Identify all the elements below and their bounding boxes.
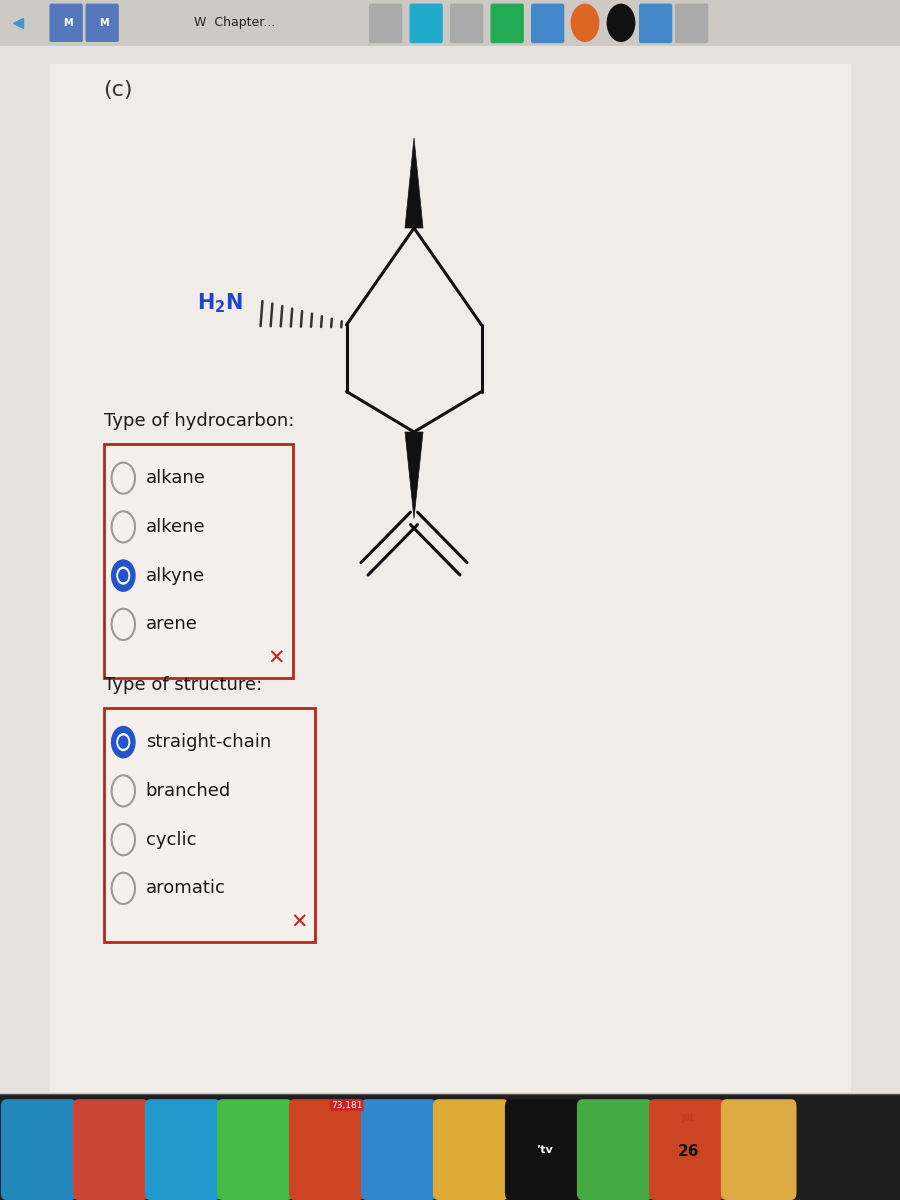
FancyBboxPatch shape [649,1099,724,1200]
Text: cyclic: cyclic [146,830,196,848]
FancyBboxPatch shape [50,4,83,42]
FancyBboxPatch shape [361,1099,436,1200]
Circle shape [119,570,128,582]
Text: ’tv: ’tv [536,1145,553,1154]
Text: straight-chain: straight-chain [146,733,271,751]
FancyBboxPatch shape [86,4,119,42]
FancyBboxPatch shape [369,4,402,43]
Text: 73,181: 73,181 [331,1100,362,1110]
Text: (c): (c) [104,80,133,100]
FancyBboxPatch shape [639,4,672,43]
FancyBboxPatch shape [491,4,524,43]
FancyBboxPatch shape [0,1094,900,1200]
Polygon shape [405,138,423,228]
FancyBboxPatch shape [289,1099,365,1200]
Text: M: M [99,18,108,28]
FancyBboxPatch shape [450,4,483,43]
FancyBboxPatch shape [0,46,900,1098]
Text: 26: 26 [678,1145,699,1159]
FancyBboxPatch shape [1,1099,77,1200]
Text: aromatic: aromatic [146,880,226,898]
Text: alkene: alkene [146,518,205,536]
FancyBboxPatch shape [433,1099,508,1200]
FancyBboxPatch shape [577,1099,652,1200]
Circle shape [112,726,135,757]
FancyBboxPatch shape [104,708,315,942]
Text: JUL: JUL [681,1114,696,1123]
Text: $\mathbf{H_2N}$: $\mathbf{H_2N}$ [197,292,243,316]
Text: Type of hydrocarbon:: Type of hydrocarbon: [104,412,294,430]
FancyBboxPatch shape [410,4,443,43]
Circle shape [571,4,599,42]
Text: ✕: ✕ [267,649,285,668]
FancyBboxPatch shape [50,64,850,1092]
FancyBboxPatch shape [675,4,708,43]
Text: ✕: ✕ [290,913,308,932]
FancyBboxPatch shape [217,1099,292,1200]
Text: alkyne: alkyne [146,566,205,584]
FancyBboxPatch shape [531,4,564,43]
Circle shape [117,568,130,584]
FancyBboxPatch shape [145,1099,220,1200]
FancyBboxPatch shape [505,1099,580,1200]
Circle shape [112,560,135,592]
Circle shape [607,4,635,42]
Text: arene: arene [146,616,198,634]
Text: M: M [63,18,72,28]
Text: W  Chapter...: W Chapter... [194,17,274,29]
Text: alkane: alkane [146,469,206,487]
FancyBboxPatch shape [721,1099,796,1200]
Circle shape [117,733,130,750]
Circle shape [119,736,128,748]
Polygon shape [405,432,423,518]
FancyBboxPatch shape [0,0,900,46]
Text: branched: branched [146,782,231,800]
FancyBboxPatch shape [73,1099,148,1200]
Text: Type of structure:: Type of structure: [104,676,262,694]
FancyBboxPatch shape [104,444,292,678]
